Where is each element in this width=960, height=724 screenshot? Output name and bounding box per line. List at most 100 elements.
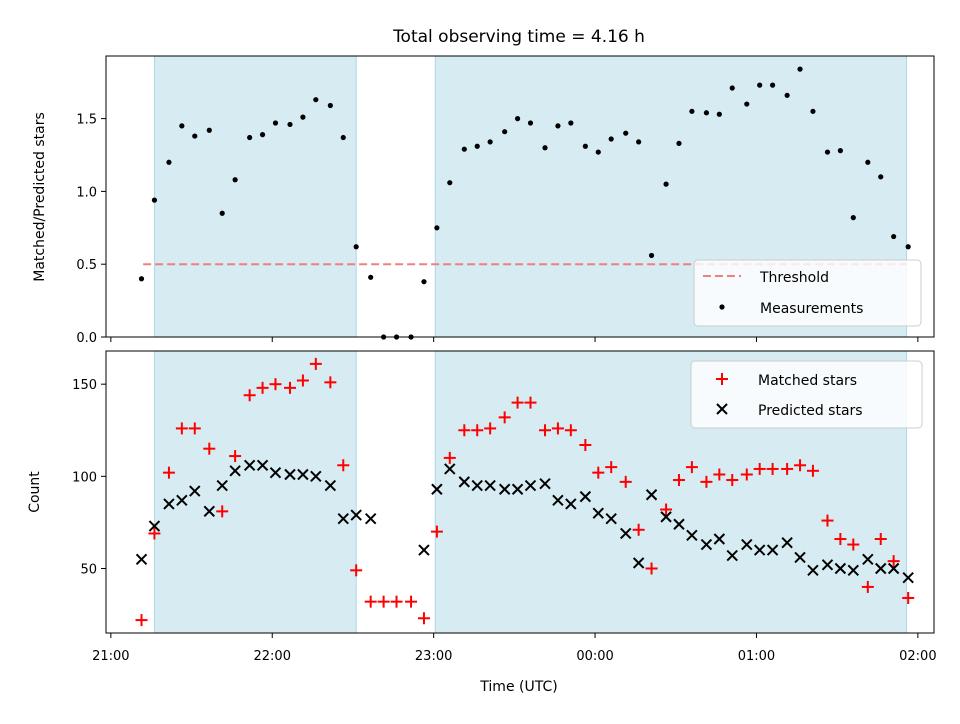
x-tick-label: 23:00 [415, 649, 452, 664]
matched-star-point [417, 612, 430, 625]
x-tick-label: 21:00 [92, 649, 129, 664]
measurement-point [192, 133, 198, 139]
measurement-point [689, 108, 695, 114]
predicted-legend-label: Predicted stars [758, 403, 863, 419]
predicted-star-point [834, 562, 847, 575]
predicted-star-point [243, 459, 256, 471]
predicted-star-point [364, 513, 377, 525]
matched-star-point [203, 442, 216, 455]
predicted-star-point [579, 490, 592, 503]
measurement-point [206, 127, 212, 133]
measurement-point [891, 233, 897, 240]
predicted-star-point [766, 544, 779, 556]
measurement-point [487, 139, 493, 145]
predicted-star-point [444, 463, 456, 475]
predicted-star-point [645, 489, 658, 501]
predicted-star-point [660, 511, 672, 523]
matched-star-point [324, 376, 337, 389]
predicted-star-point [511, 483, 524, 495]
measurement-point [138, 276, 145, 282]
predicted-star-point [310, 470, 322, 483]
measurement-point [729, 85, 735, 91]
predicted-star-point [324, 479, 337, 492]
matched-star-point [847, 538, 860, 551]
matched-star-point [243, 389, 256, 402]
ratio-panel-frame [105, 55, 935, 338]
matched-star-point [685, 461, 698, 474]
predicted-star-point [203, 505, 216, 518]
matched-star-point [458, 424, 471, 437]
matched-star-point [551, 422, 564, 435]
predicted-star-point [753, 544, 766, 556]
matched-star-point [861, 580, 874, 593]
matched-star-point [350, 564, 363, 577]
predicted-star-point [794, 551, 806, 564]
measurement-point [461, 146, 467, 152]
ratio-legend: Threshold Measurements [693, 259, 922, 327]
measurement-point [716, 111, 722, 117]
x-tick-label: 00:00 [576, 649, 613, 664]
predicted-star-point [875, 562, 887, 575]
measurement-point [555, 123, 561, 129]
matched-star-point [766, 462, 779, 475]
x-tick-label: 22:00 [254, 649, 291, 664]
measurement-point [313, 97, 319, 103]
predicted-star-point [484, 479, 496, 492]
predicted-star-point [176, 494, 188, 507]
matched-star-point [713, 468, 726, 481]
predicted-star-point [565, 498, 577, 510]
y-tick-label: 1.0 [76, 185, 97, 200]
measurements-legend-label: Measurements [760, 301, 863, 317]
predicted-star-point [498, 483, 511, 495]
predicted-stars-series [135, 459, 914, 584]
measurement-point [582, 143, 588, 149]
measurement-point [527, 120, 534, 126]
matched-star-point [162, 466, 175, 479]
matched-star-point [781, 462, 794, 475]
measurement-point [340, 134, 346, 141]
predicted-star-point [337, 513, 349, 525]
matched-star-point [605, 461, 618, 474]
predicted-star-point [471, 479, 483, 492]
predicted-star-point [539, 477, 551, 490]
matched-star-point [296, 374, 309, 387]
predicted-star-point [620, 527, 632, 540]
measurement-point [744, 101, 750, 107]
matched-star-point [539, 424, 552, 437]
measurement-point [247, 134, 253, 141]
matched-legend-label: Matched stars [758, 373, 857, 389]
predicted-star-point [269, 466, 282, 479]
measurement-point [219, 210, 225, 216]
matched-star-point [309, 357, 322, 370]
measurement-point [502, 129, 508, 135]
matched-star-point [753, 462, 766, 475]
predicted-star-point [821, 559, 834, 571]
predicted-star-point [297, 468, 309, 481]
x-axis-ticks [110, 337, 919, 342]
measurement-point [421, 279, 427, 285]
counts-legend: Matched stars Predicted stars [690, 360, 923, 429]
measurement-point [434, 225, 440, 231]
measurement-point [151, 197, 158, 203]
predicted-star-point [686, 529, 698, 542]
predicted-star-point [350, 509, 362, 521]
y-tick-label: 1.5 [76, 113, 97, 128]
predicted-legend-swatch [716, 403, 728, 415]
matched-star-point [284, 381, 296, 394]
matched-star-point [256, 381, 269, 394]
matched-star-point [794, 459, 807, 472]
measurement-point [769, 82, 776, 88]
observing-interval-shade [153, 350, 357, 634]
predicted-star-point [902, 571, 914, 584]
predicted-star-point [807, 564, 819, 577]
measurement-point [514, 116, 521, 122]
predicted-star-point [163, 498, 175, 510]
predicted-star-point [632, 557, 645, 569]
measurement-point [797, 66, 803, 72]
matched-star-point [188, 422, 201, 435]
measurement-point [327, 102, 333, 109]
matched-star-point [377, 595, 390, 608]
measurement-point [595, 149, 601, 155]
matched-star-point [672, 474, 685, 487]
